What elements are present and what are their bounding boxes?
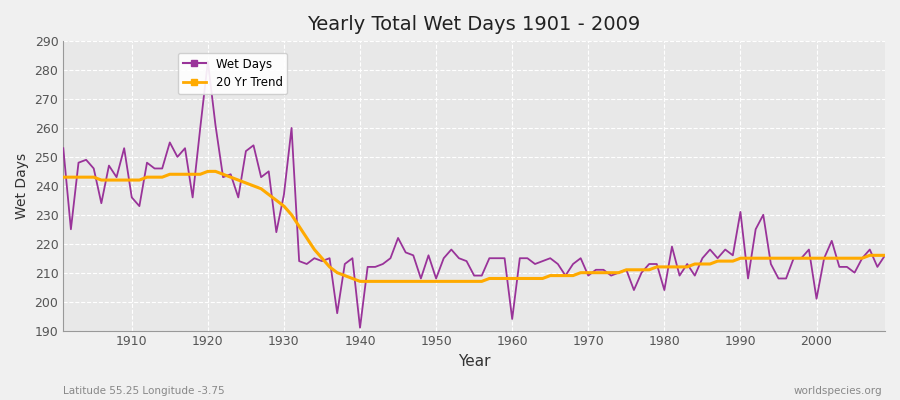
Text: Latitude 55.25 Longitude -3.75: Latitude 55.25 Longitude -3.75 xyxy=(63,386,225,396)
Title: Yearly Total Wet Days 1901 - 2009: Yearly Total Wet Days 1901 - 2009 xyxy=(308,15,641,34)
X-axis label: Year: Year xyxy=(458,354,491,369)
Y-axis label: Wet Days: Wet Days xyxy=(15,153,29,219)
Legend: Wet Days, 20 Yr Trend: Wet Days, 20 Yr Trend xyxy=(178,53,287,94)
Text: worldspecies.org: worldspecies.org xyxy=(794,386,882,396)
